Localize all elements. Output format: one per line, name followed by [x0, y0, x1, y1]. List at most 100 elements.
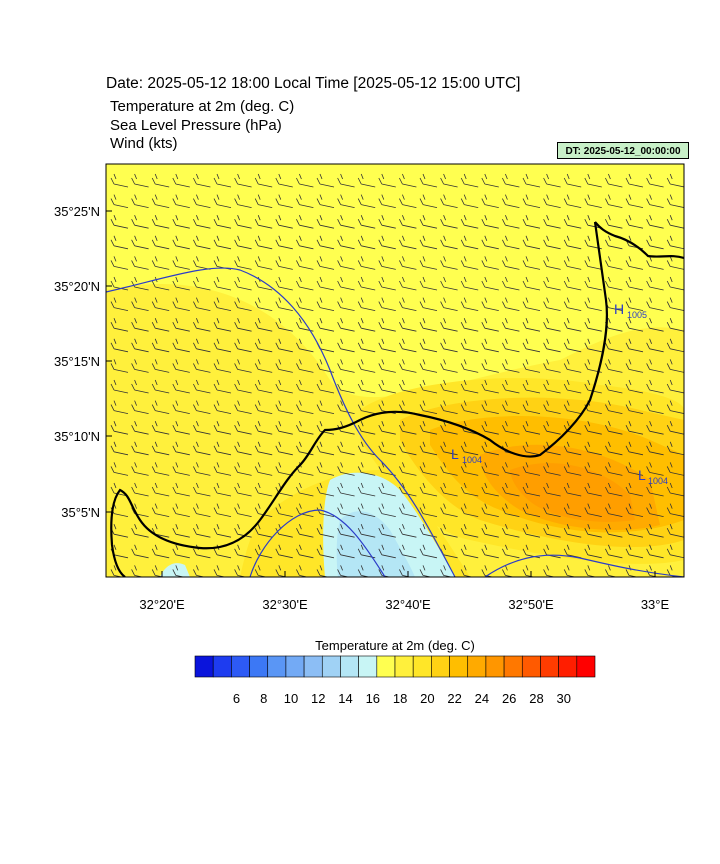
wind-barb: [605, 441, 623, 456]
wind-barb: [440, 503, 458, 517]
wind-barb: [399, 215, 417, 229]
wind-barb: [646, 318, 664, 332]
wind-barb: [151, 379, 170, 394]
wind-barb: [172, 441, 190, 456]
wind-barb: [584, 173, 602, 188]
wind-barb: [460, 379, 479, 394]
wind-barb: [275, 276, 293, 291]
wind-barb: [213, 379, 232, 394]
colorbar-swatch: [249, 655, 269, 678]
wind-barb: [213, 482, 232, 497]
wind-barb: [234, 462, 252, 476]
wind-barb: [110, 256, 129, 270]
wind-barb: [151, 359, 170, 373]
svg-text:1004: 1004: [462, 455, 482, 465]
wind-barb: [563, 173, 582, 188]
colorbar-tick-label: 16: [366, 691, 380, 706]
wind-barb: [605, 544, 623, 559]
wind-barb: [481, 338, 499, 353]
colorbar-swatch: [449, 655, 469, 678]
wind-barb: [378, 194, 396, 208]
wind-barb: [193, 524, 211, 538]
wind-barb: [481, 318, 499, 332]
wind-barb: [563, 338, 582, 353]
wind-barb: [625, 421, 644, 435]
wind-barb: [357, 421, 376, 435]
wind-barb: [172, 379, 190, 394]
wind-barb: [172, 400, 190, 414]
wind-barb: [625, 379, 644, 394]
wind-barb: [522, 421, 541, 435]
wind-barb: [234, 421, 252, 435]
wind-barb: [666, 194, 684, 208]
wind-barb: [254, 379, 273, 394]
wind-barb: [666, 338, 684, 353]
wind-barb: [460, 215, 479, 229]
wind-barb: [419, 276, 438, 291]
wind-barb: [131, 359, 149, 373]
field-wind-label: Wind (kts): [110, 135, 178, 152]
wind-barb: [357, 297, 376, 311]
lon-label: 32°20'E: [139, 597, 185, 612]
wind-barb: [625, 400, 644, 414]
wind-barb: [172, 318, 190, 332]
wind-barb: [275, 421, 293, 435]
colorbar-swatch: [576, 655, 596, 678]
wind-barb: [605, 503, 623, 517]
field-pressure-label: Sea Level Pressure (hPa): [110, 117, 282, 134]
wind-barb: [666, 524, 684, 538]
wind-barb: [378, 338, 396, 353]
map-title: Date: 2025-05-12 18:00 Local Time [2025-…: [106, 75, 521, 92]
wind-barb: [605, 400, 623, 414]
wind-barb: [460, 503, 479, 517]
wind-barb: [254, 524, 273, 538]
wind-barb: [131, 482, 149, 497]
wind-barb: [543, 276, 561, 291]
wind-barb: [460, 544, 479, 559]
wind-barb: [378, 503, 396, 517]
wind-barb: [646, 173, 664, 188]
colorbar-tick-label: 24: [475, 691, 489, 706]
colorbar-swatch: [394, 655, 414, 678]
wind-barb: [193, 482, 211, 497]
colorbar-tick-label: 22: [447, 691, 461, 706]
wind-barb: [254, 215, 273, 229]
wind-barb: [502, 256, 520, 270]
colorbar: [194, 655, 596, 678]
wind-barb: [543, 359, 561, 373]
wind-barb: [213, 421, 232, 435]
wind-barb: [296, 338, 314, 353]
wind-barb: [172, 421, 190, 435]
wind-barb: [502, 379, 520, 394]
wind-barb: [419, 462, 438, 476]
wind-barb: [357, 400, 376, 414]
wind-barb: [110, 462, 129, 476]
wind-barb: [605, 359, 623, 373]
wind-barb: [172, 462, 190, 476]
wind-barb: [337, 441, 355, 456]
wind-barb: [213, 359, 232, 373]
lat-label: 35°10'N: [54, 429, 100, 444]
wind-barb: [275, 256, 293, 270]
wind-barb: [357, 173, 376, 188]
wind-barb: [543, 173, 561, 188]
wind-barb: [584, 276, 602, 291]
wind-barb: [151, 256, 170, 270]
wind-barb: [419, 441, 438, 456]
lon-label: 32°50'E: [508, 597, 554, 612]
wind-barb: [440, 482, 458, 497]
colorbar-swatch: [467, 655, 487, 678]
wind-barb: [234, 256, 252, 270]
wind-barb: [296, 400, 314, 414]
wind-barb: [296, 524, 314, 538]
wind-barb: [357, 318, 376, 332]
colorbar-swatch: [340, 655, 359, 678]
wind-barb: [440, 297, 458, 311]
wind-barb: [172, 482, 190, 497]
wind-barb: [378, 544, 396, 559]
wind-barb: [296, 297, 314, 311]
wind-barb: [543, 256, 561, 270]
wind-barb: [584, 256, 602, 270]
wind-barb: [213, 503, 232, 517]
